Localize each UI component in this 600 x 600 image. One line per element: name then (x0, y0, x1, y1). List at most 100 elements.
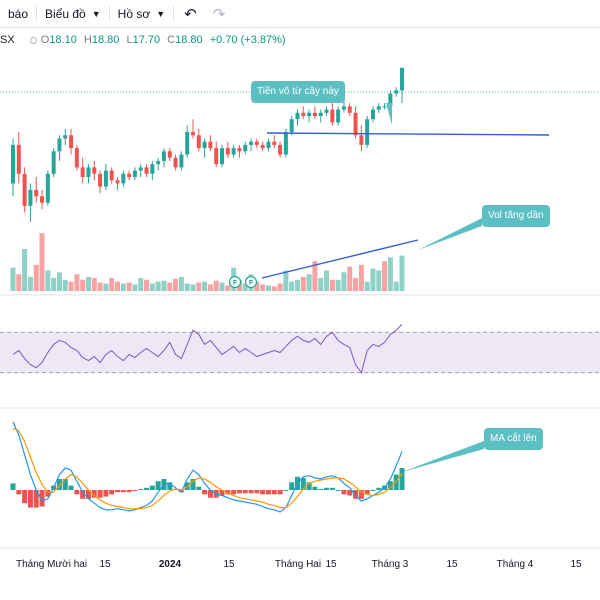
toolbar-partial-item[interactable]: báo (0, 0, 36, 28)
rsi-line (12, 323, 403, 374)
event-marker-icon (228, 275, 242, 289)
macd-line (12, 421, 403, 513)
volume-bar (56, 272, 62, 291)
profile-menu-label: Hồ sơ (117, 6, 151, 21)
volume-bar (85, 277, 91, 291)
candle-body (150, 164, 155, 174)
macd-histogram-bar (207, 490, 213, 498)
macd-histogram-bar (225, 490, 231, 495)
candle-body (45, 173, 50, 203)
candle-body (196, 135, 201, 149)
money-callout[interactable]: Tiền vô từ cây này (251, 81, 345, 103)
candle-body (190, 132, 195, 136)
volume-bar (312, 261, 318, 291)
volume-bar (144, 279, 150, 291)
candle-body (347, 106, 352, 113)
volume-bar (225, 285, 231, 291)
low-value: 17.70 (132, 34, 161, 46)
candle-body (132, 170, 137, 177)
macd-histogram-bar (329, 487, 335, 490)
candle-body (388, 93, 393, 107)
candle-body (115, 180, 120, 184)
candle-body (341, 106, 346, 110)
candle-body (34, 189, 39, 197)
macd-histogram-bar (289, 482, 295, 490)
volume-callout-pointer (418, 218, 482, 250)
macd-histogram-bar (236, 490, 242, 494)
close-value: 18.80 (175, 34, 203, 46)
candle-body (225, 148, 230, 155)
volume-bar (149, 283, 155, 291)
candle-body (382, 106, 387, 108)
macd-histogram-bar (347, 490, 353, 496)
x-axis-label: Tháng Mười hai (16, 559, 88, 570)
macd-histogram-bar (312, 486, 318, 490)
candle-body (161, 151, 166, 161)
macd-histogram-bar (387, 481, 393, 490)
chart-menu-label: Biểu đồ (45, 6, 86, 21)
candle-body (243, 144, 248, 152)
macd-histogram-bar (85, 490, 91, 499)
macd-histogram-bar (242, 490, 248, 494)
volume-callout[interactable]: Vol tăng dần (482, 205, 550, 227)
volume-bar (120, 283, 126, 291)
volume-bar (155, 281, 161, 291)
macd-histogram-bar (39, 490, 45, 507)
candle-body (376, 106, 381, 110)
ma-cross-callout[interactable]: MA cắt lên (484, 428, 543, 450)
symbol-label[interactable]: SX (0, 34, 15, 46)
candle-body (330, 109, 335, 123)
macd-histogram-bar (56, 479, 62, 490)
volume-bar (132, 284, 138, 291)
resistance-line (266, 132, 550, 136)
volume-bar (283, 270, 289, 291)
candle-body (231, 148, 236, 155)
candle-body (214, 148, 219, 165)
volume-bar (387, 257, 393, 291)
macd-histogram-bar (149, 485, 155, 490)
candle-body (278, 144, 283, 155)
volume-bar (254, 281, 260, 291)
macd-histogram-bar (80, 490, 86, 499)
volume-bar (80, 279, 86, 291)
ohlc-legend: SX O18.10 H18.80 L17.70 C18.80 +0.70 (+3… (0, 34, 290, 46)
candle-body (185, 132, 190, 155)
candle-body (220, 148, 225, 165)
candle-body (167, 151, 172, 158)
volume-bar (22, 249, 28, 291)
volume-trend-line (261, 239, 419, 279)
x-axis-label: Tháng Hai (274, 559, 322, 570)
candle-body (127, 173, 132, 177)
volume-bar (393, 281, 399, 291)
volume-bar (97, 282, 103, 291)
chevron-down-icon: ▼ (156, 8, 166, 19)
undo-icon[interactable]: ↶ (184, 5, 197, 23)
volume-bar (300, 277, 306, 291)
volume-bar (289, 281, 295, 291)
candle-body (109, 170, 114, 181)
macd-histogram-bar (265, 490, 271, 495)
macd-histogram-bar (254, 490, 260, 494)
status-dot-icon (29, 36, 37, 44)
candle-body (289, 119, 294, 133)
volume-bar (347, 266, 353, 291)
volume-bar (178, 277, 184, 291)
candle-body (266, 141, 271, 149)
profile-menu-button[interactable]: Hồ sơ ▼ (110, 0, 173, 28)
chart-menu-button[interactable]: Biểu đồ ▼ (37, 0, 109, 28)
candle-body (11, 144, 15, 184)
candle-body (121, 173, 126, 184)
candle-body (370, 109, 375, 120)
redo-icon[interactable]: ↷ (212, 5, 226, 23)
x-axis-label: 15 (223, 559, 235, 570)
macd-histogram-bar (231, 490, 237, 495)
x-axis-label: 15 (325, 559, 337, 570)
macd-histogram-bar (300, 477, 306, 490)
candle-body (16, 144, 21, 174)
volume-bar (33, 264, 39, 291)
volume-bar (161, 280, 167, 291)
candle-body (324, 109, 329, 113)
candle-body (69, 135, 74, 149)
macd-histogram-bar (335, 490, 341, 491)
